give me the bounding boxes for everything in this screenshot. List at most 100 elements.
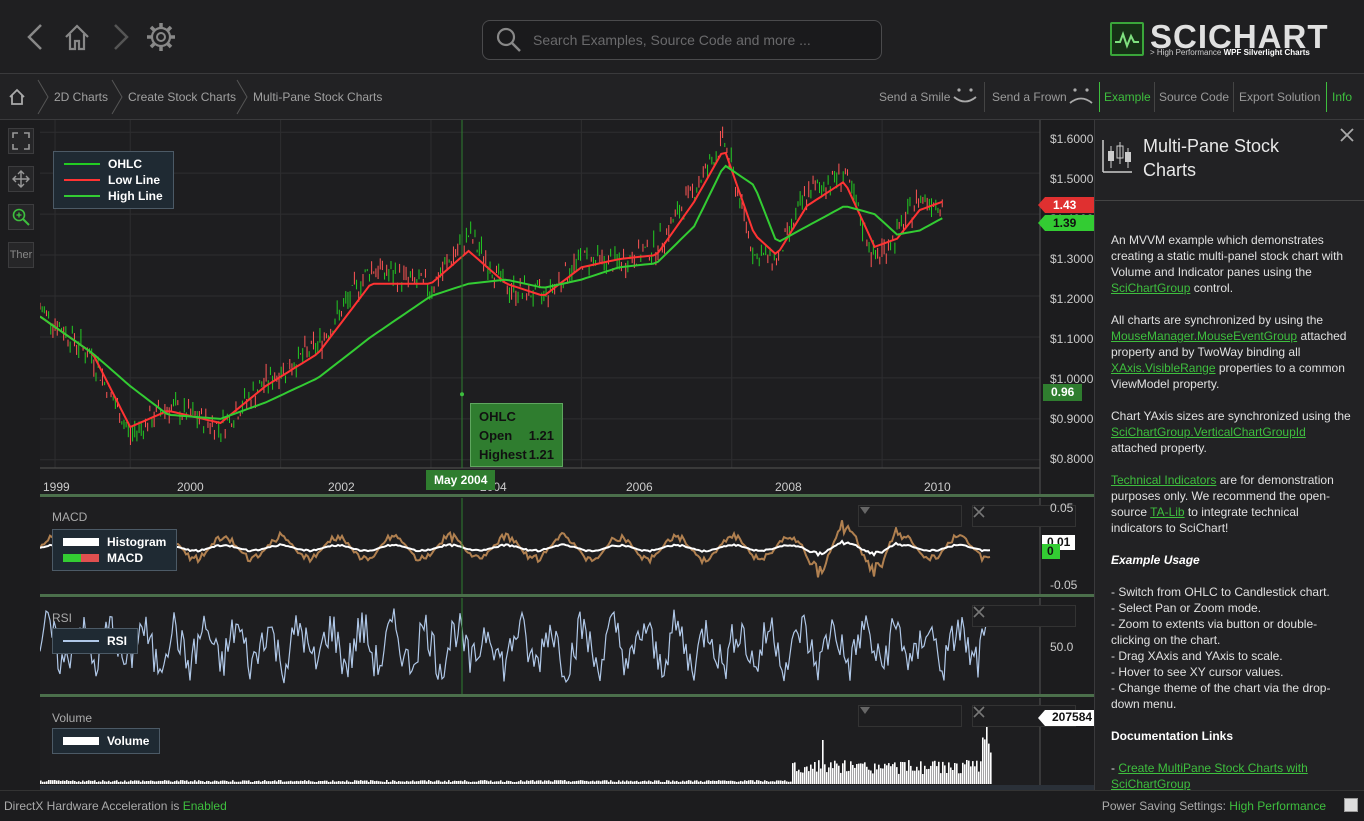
volume-bar xyxy=(246,780,248,784)
zoom-button[interactable] xyxy=(8,204,34,230)
volume-bar xyxy=(338,781,340,784)
power-saving-checkbox[interactable] xyxy=(1344,798,1358,812)
volume-bar xyxy=(980,761,982,784)
price-chart[interactable] xyxy=(40,120,1094,494)
y-tick-label: 50.0 xyxy=(1050,640,1074,654)
tab-example[interactable]: Example xyxy=(1104,90,1151,104)
volume-bar xyxy=(976,760,978,784)
volume-bar xyxy=(332,780,334,784)
volume-bar xyxy=(860,763,862,784)
legend-swatch xyxy=(64,179,100,181)
cursor-x-badge: May 2004 xyxy=(426,470,496,490)
volume-bar xyxy=(364,780,366,784)
volume-bar xyxy=(438,780,440,784)
link-scichartgroup[interactable]: SciChartGroup xyxy=(1111,281,1191,295)
move-icon xyxy=(12,170,30,188)
volume-bar xyxy=(508,780,510,784)
volume-bar xyxy=(166,780,168,784)
volume-bar xyxy=(886,765,888,784)
volume-bar xyxy=(900,761,902,784)
volume-bar xyxy=(204,782,206,784)
tab-export-solution[interactable]: Export Solution xyxy=(1239,90,1321,104)
y-tick-label: -0.05 xyxy=(1050,578,1078,592)
volume-bar xyxy=(68,780,70,784)
rsi-series xyxy=(40,608,990,684)
volume-bar xyxy=(638,781,640,784)
pan-button[interactable] xyxy=(8,166,34,192)
volume-bar xyxy=(652,781,654,784)
breadcrumb-create-stock-charts[interactable]: Create Stock Charts xyxy=(128,90,237,104)
volume-bar xyxy=(688,780,690,784)
search-box[interactable] xyxy=(482,20,882,60)
pane-close-button[interactable] xyxy=(972,605,1076,627)
pane-close-button[interactable] xyxy=(972,505,1076,527)
volume-bar xyxy=(700,780,702,784)
send-frown-button[interactable]: Send a Frown xyxy=(992,90,1067,104)
volume-bar xyxy=(408,781,410,784)
volume-bar xyxy=(360,780,362,784)
volume-bar xyxy=(292,781,294,784)
volume-bar xyxy=(480,780,482,784)
pane-dropdown[interactable] xyxy=(858,705,962,727)
rsi-chart[interactable] xyxy=(40,598,1094,694)
volume-bar xyxy=(132,781,134,784)
breadcrumb-bar: 2D Charts Create Stock Charts Multi-Pane… xyxy=(0,74,1364,120)
info-paragraph: Technical Indicators are for demonstrati… xyxy=(1111,473,1334,535)
pane-splitter[interactable] xyxy=(40,594,1094,597)
pane-dropdown[interactable] xyxy=(858,505,962,527)
volume-bar xyxy=(594,781,596,784)
volume-bar xyxy=(446,781,448,784)
volume-pane[interactable]: Volume Volume 207584 xyxy=(40,698,1094,790)
high-line-series xyxy=(40,164,943,420)
volume-bar xyxy=(494,781,496,784)
search-input[interactable] xyxy=(533,32,873,48)
settings-button[interactable] xyxy=(144,20,178,54)
pane-splitter[interactable] xyxy=(40,694,1094,697)
breadcrumb-multi-pane[interactable]: Multi-Pane Stock Charts xyxy=(253,90,383,104)
volume-bar xyxy=(356,780,358,784)
tab-source-code[interactable]: Source Code xyxy=(1159,90,1230,104)
breadcrumb-home-button[interactable] xyxy=(8,88,26,111)
volume-bar xyxy=(168,780,170,784)
volume-bar xyxy=(444,780,446,784)
volume-bar xyxy=(424,780,426,784)
volume-bar xyxy=(74,781,76,784)
breadcrumb-2d-charts[interactable]: 2D Charts xyxy=(54,90,109,104)
y-tick-label: $0.8000 xyxy=(1050,452,1094,466)
pane-splitter[interactable] xyxy=(40,494,1094,497)
forward-button[interactable] xyxy=(104,20,138,54)
macd-pane[interactable]: MACD Histogram MACD 0.05 -0.05 0.01 0 xyxy=(40,498,1094,594)
info-close-button[interactable] xyxy=(1340,126,1354,147)
volume-bar xyxy=(816,771,818,784)
volume-bar xyxy=(346,780,348,784)
theme-dropdown[interactable]: Ther xyxy=(8,242,34,268)
volume-bar xyxy=(138,780,140,784)
tab-info[interactable]: Info xyxy=(1332,90,1353,104)
volume-bar xyxy=(124,780,126,784)
volume-bar xyxy=(940,773,942,784)
separator xyxy=(1099,82,1100,112)
chevron-down-icon xyxy=(860,707,870,714)
send-smile-button[interactable]: Send a Smile xyxy=(879,90,950,104)
breadcrumb-separator xyxy=(236,79,248,115)
back-button[interactable] xyxy=(18,20,52,54)
volume-bar xyxy=(748,780,750,784)
volume-bar xyxy=(704,781,706,784)
volume-bar xyxy=(598,780,600,784)
volume-bar xyxy=(228,781,230,784)
x-tick-label: 2002 xyxy=(328,480,355,494)
volume-bar xyxy=(874,763,876,784)
link-technical-indicators[interactable]: Technical Indicators xyxy=(1111,473,1217,487)
link-docs-multipane[interactable]: Create MultiPane Stock Charts with SciCh… xyxy=(1111,761,1308,791)
zoom-extents-button[interactable] xyxy=(8,128,34,154)
volume-bar xyxy=(600,781,602,784)
volume-bar xyxy=(136,780,138,784)
link-verticalchartgroupid[interactable]: SciChartGroup.VerticalChartGroupId xyxy=(1111,425,1306,439)
link-ta-lib[interactable]: TA-Lib xyxy=(1150,505,1185,519)
home-button[interactable] xyxy=(60,20,94,54)
rsi-pane[interactable]: RSI RSI 50.0 xyxy=(40,598,1094,694)
link-mouseeventgroup[interactable]: MouseManager.MouseEventGroup xyxy=(1111,329,1298,343)
price-pane[interactable]: OHLC Low Line High Line $1.6000 $1.5000 … xyxy=(40,120,1094,494)
chart-area[interactable]: OHLC Low Line High Line $1.6000 $1.5000 … xyxy=(40,120,1094,790)
link-visiblerange[interactable]: XAxis.VisibleRange xyxy=(1111,361,1216,375)
